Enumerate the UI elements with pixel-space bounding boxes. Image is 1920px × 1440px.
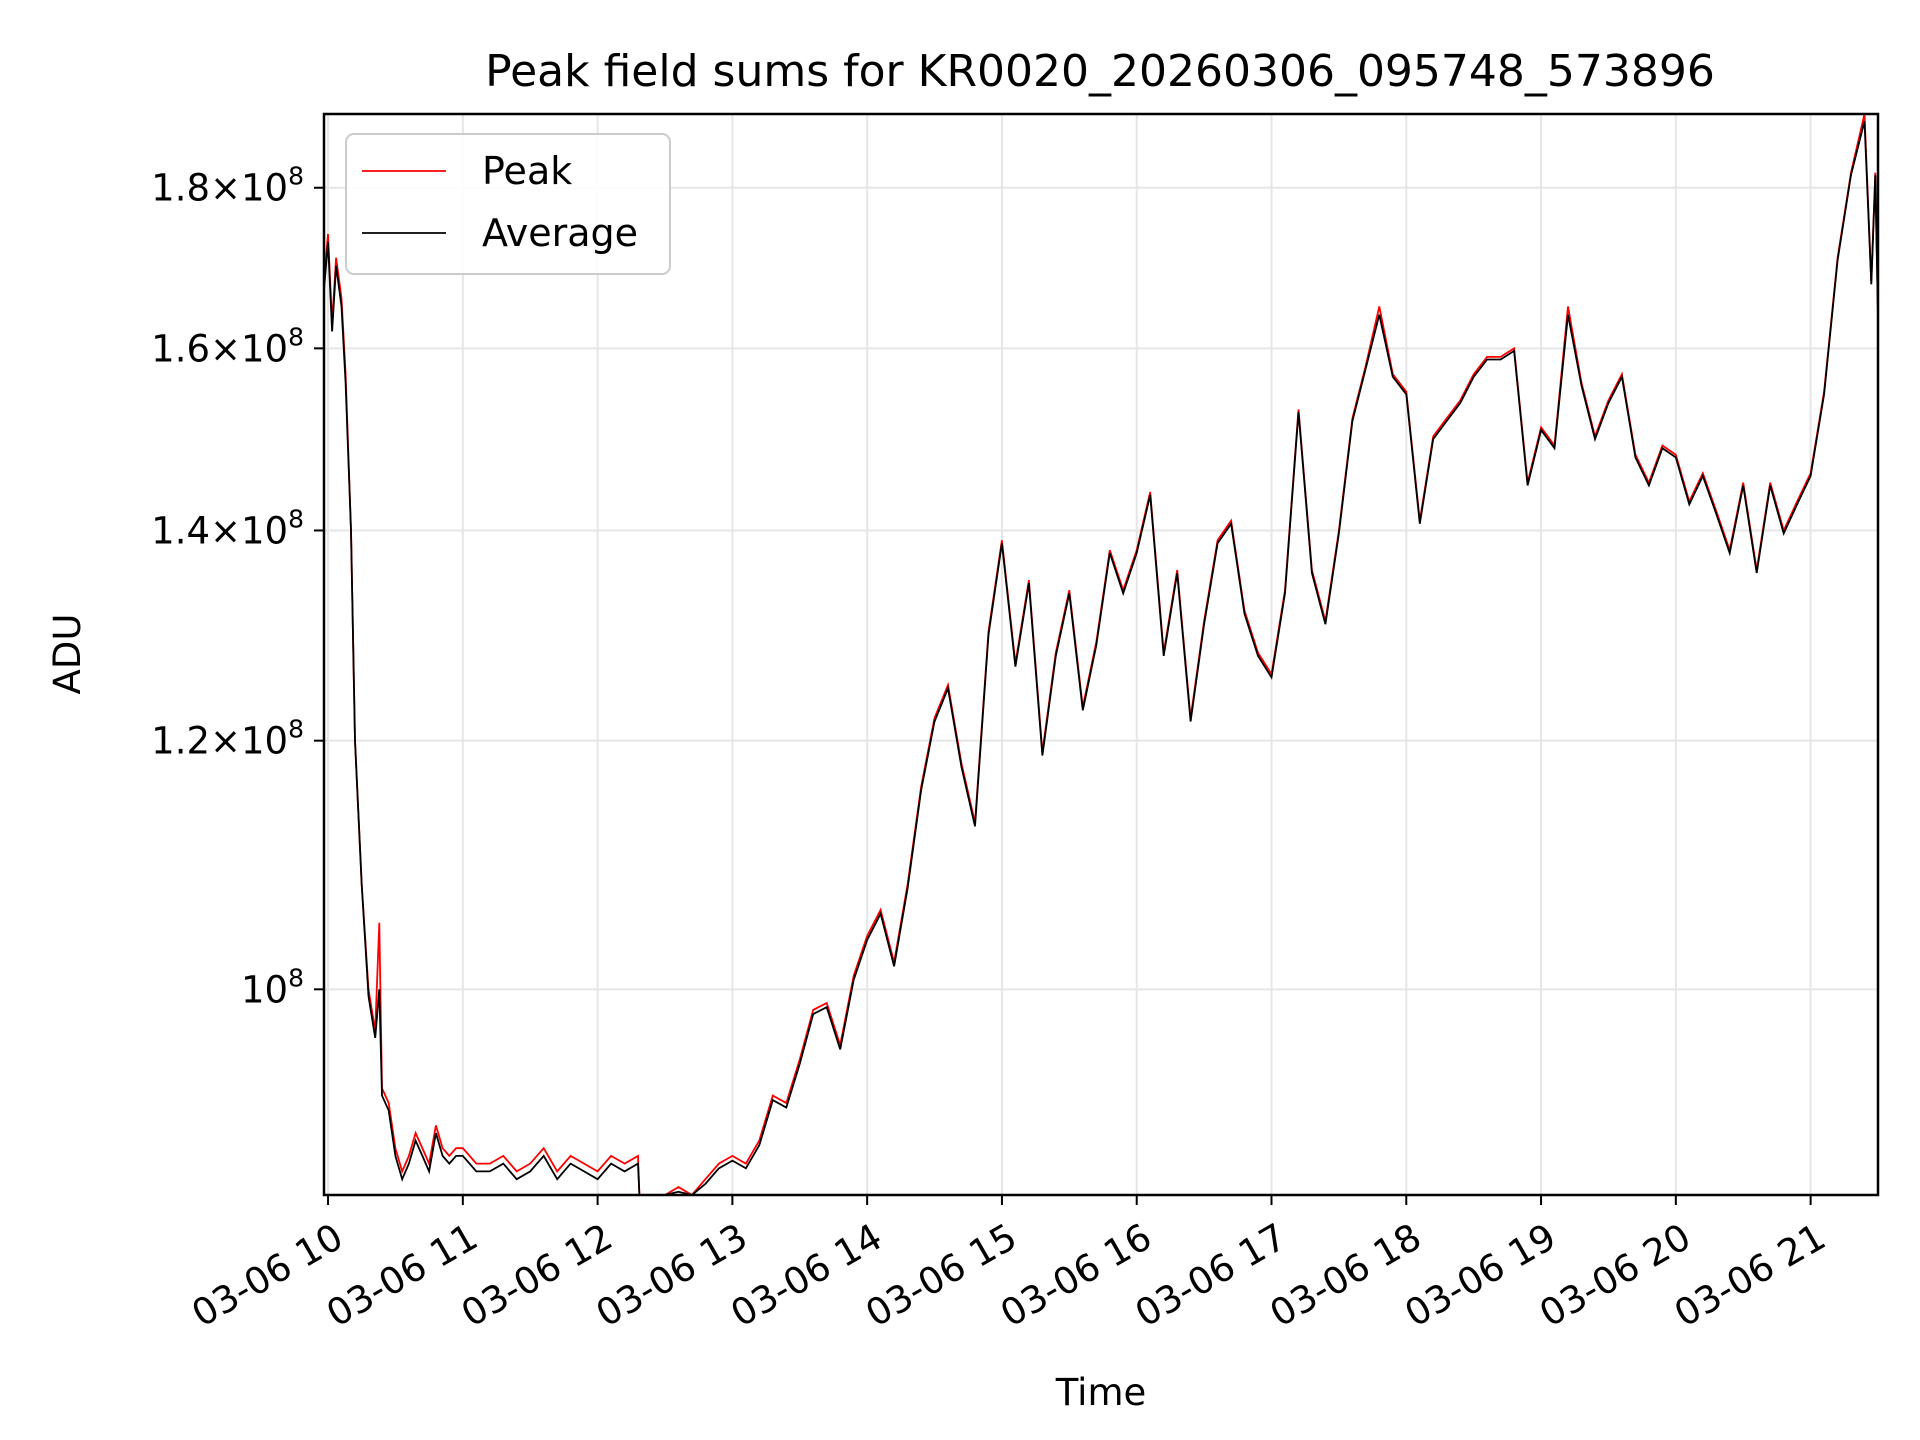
axes-frame xyxy=(322,112,1880,1197)
y-tick-label: 1.6×108 xyxy=(151,322,304,370)
x-tick-label: 03-06 14 xyxy=(724,1215,890,1335)
y-tick-label: 1.4×108 xyxy=(151,504,304,552)
y-tick-label: 1.2×108 xyxy=(151,715,304,763)
x-tick-label: 03-06 11 xyxy=(319,1215,485,1335)
x-tick-label: 03-06 15 xyxy=(858,1215,1024,1335)
x-tick-label: 03-06 13 xyxy=(589,1215,755,1335)
plot-area xyxy=(323,113,1879,1197)
x-tick-label: 03-06 18 xyxy=(1263,1215,1429,1335)
x-tick-label: 03-06 21 xyxy=(1667,1215,1833,1335)
x-tick-label: 03-06 16 xyxy=(993,1215,1159,1335)
y-gridlines xyxy=(324,186,1878,991)
x-tick-label: 03-06 20 xyxy=(1532,1215,1698,1335)
series-peak-line xyxy=(323,113,1879,1197)
y-tick-label: 108 xyxy=(241,963,304,1011)
legend-box xyxy=(345,133,671,275)
y-tick-label: 1.8×108 xyxy=(151,162,304,210)
x-tick-label: 03-06 10 xyxy=(185,1215,351,1335)
x-tick-label: 03-06 17 xyxy=(1128,1215,1294,1335)
series-average-line xyxy=(323,120,1879,1196)
x-gridlines xyxy=(327,114,1812,1195)
x-tick-label: 03-06 19 xyxy=(1398,1215,1564,1335)
chart-title: Peak field sums for KR0020_20260306_0957… xyxy=(485,46,1715,97)
legend: Peak Average xyxy=(345,133,671,275)
legend-label-peak: Peak xyxy=(482,149,572,193)
x-axis-label: Time xyxy=(1055,1371,1147,1414)
x-tick-label: 03-06 12 xyxy=(454,1215,620,1335)
y-axis-ticks: 108 1.2×108 1.4×108 1.6×108 1.8×108 xyxy=(151,162,324,1011)
legend-label-average: Average xyxy=(482,211,638,255)
y-axis-label: ADU xyxy=(46,614,89,695)
